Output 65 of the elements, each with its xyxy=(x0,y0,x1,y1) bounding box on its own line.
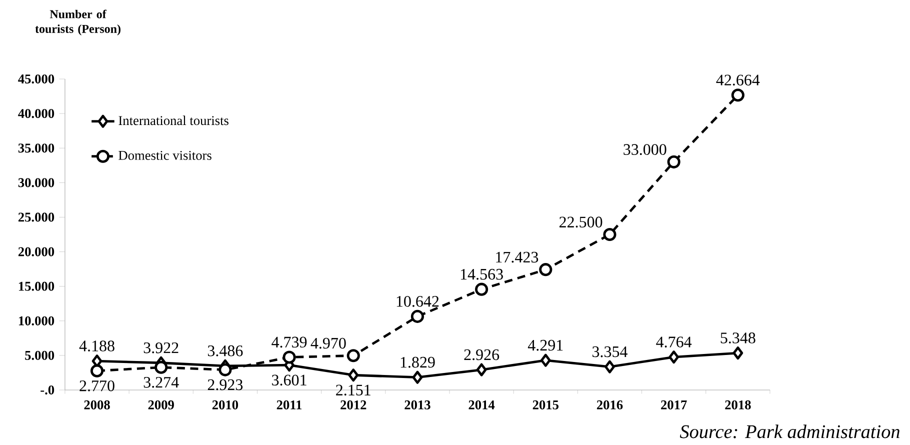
data-label: 17.423 xyxy=(496,252,538,263)
point xyxy=(539,263,552,276)
data-label: 5.348 xyxy=(720,332,756,344)
y-tick-label: 45.000 xyxy=(18,74,54,84)
data-label: 2.151 xyxy=(336,384,370,396)
y-tick-label: 40.000 xyxy=(18,109,54,118)
point xyxy=(90,364,104,378)
point xyxy=(346,349,360,362)
point xyxy=(348,368,359,382)
point xyxy=(476,363,487,376)
y-tick-label: -.0 xyxy=(40,385,54,395)
x-tick-label: 2014 xyxy=(468,400,495,410)
data-label: 3.601 xyxy=(272,374,306,386)
x-tick-label: 2009 xyxy=(148,400,174,410)
data-label: 2.926 xyxy=(464,349,500,360)
data-label: 14.563 xyxy=(460,268,503,280)
x-tick-label: 2010 xyxy=(212,400,238,410)
x-tick-label: 2018 xyxy=(725,400,751,410)
data-label: 42.664 xyxy=(716,74,760,86)
x-tick-label: 2012 xyxy=(340,400,366,410)
point xyxy=(218,363,232,376)
legend-label: International tourists xyxy=(118,116,228,126)
data-label: 2.770 xyxy=(80,380,114,392)
legend-label: Domestic visitors xyxy=(118,150,212,160)
data-label: 4.291 xyxy=(528,340,563,351)
source-note: Source: Park administration xyxy=(680,424,900,438)
point xyxy=(668,350,680,364)
data-label: 3.486 xyxy=(208,345,243,356)
data-label: 4.970 xyxy=(310,338,346,349)
data-label: 3.922 xyxy=(144,342,178,354)
point xyxy=(667,155,680,168)
x-tick-label: 2015 xyxy=(532,400,558,410)
data-label: 22.500 xyxy=(560,216,602,228)
point xyxy=(540,354,551,367)
point xyxy=(732,346,744,360)
x-tick-label: 2017 xyxy=(661,400,687,410)
point xyxy=(410,310,424,323)
point xyxy=(475,282,488,296)
point xyxy=(731,88,744,102)
data-label: 10.642 xyxy=(396,296,439,307)
x-tick-label: 2016 xyxy=(596,400,623,410)
y-axis-title: Number of tourists (Person) xyxy=(35,10,120,36)
point xyxy=(412,370,423,384)
point xyxy=(282,350,296,364)
point xyxy=(154,360,168,374)
point xyxy=(604,360,615,374)
data-label: 4.739 xyxy=(272,336,307,348)
data-label: 33.000 xyxy=(624,144,666,155)
y-tick-label: 35.000 xyxy=(18,144,54,153)
data-label: 1.829 xyxy=(400,356,435,368)
y-tick-label: 30.000 xyxy=(18,178,54,188)
x-tick-label: 2011 xyxy=(276,400,302,410)
data-label: 3.274 xyxy=(144,376,179,388)
y-tick-label: 10.000 xyxy=(18,316,54,326)
y-tick-label: 15.000 xyxy=(18,282,54,291)
x-tick-label: 2008 xyxy=(84,400,110,410)
y-tick-label: 20.000 xyxy=(18,247,54,256)
y-tick-label: 5.000 xyxy=(25,350,54,360)
point xyxy=(603,228,616,242)
data-label: 4.764 xyxy=(656,336,692,348)
data-label: 4.188 xyxy=(79,340,114,352)
data-label: 3.354 xyxy=(592,346,628,358)
y-tick-label: 25.000 xyxy=(18,212,54,222)
x-tick-label: 2013 xyxy=(404,400,430,410)
data-label: 2.923 xyxy=(208,379,243,390)
